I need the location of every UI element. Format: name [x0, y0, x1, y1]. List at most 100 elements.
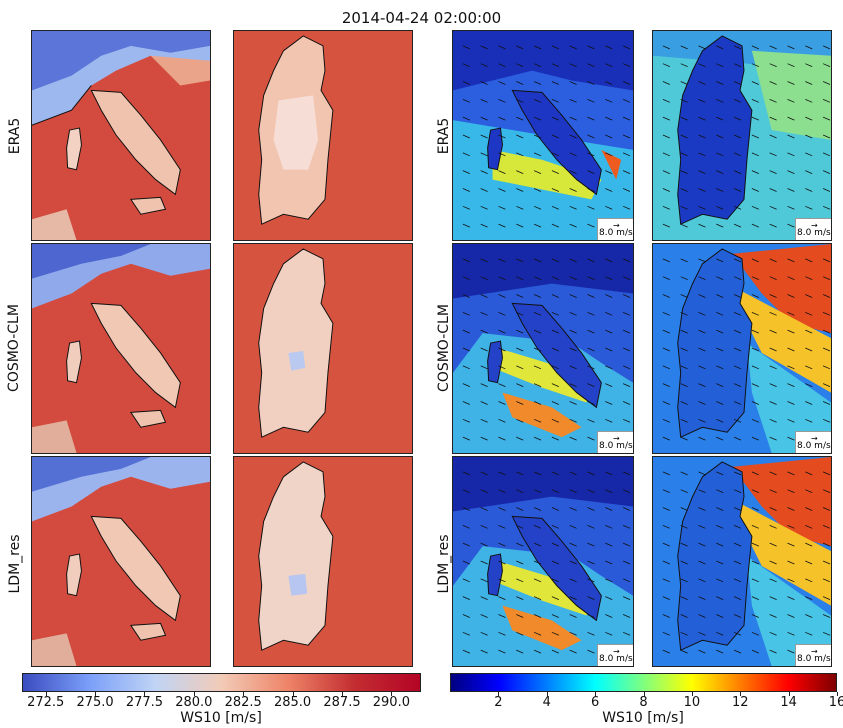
- wind-vector-arrow: [569, 170, 577, 174]
- wind-vector-arrow: [462, 578, 470, 583]
- wind-vector-arrow: [680, 614, 688, 618]
- wind-vector-arrow: [662, 223, 670, 228]
- wind-vector-arrow: [769, 489, 777, 494]
- wind-vector-arrow: [680, 560, 688, 565]
- colorbar-right-tickmark: [546, 692, 548, 696]
- wind-vector-arrow: [733, 542, 742, 547]
- wind-vector-arrow: [787, 542, 795, 547]
- wind-vector-arrow: [569, 347, 577, 352]
- wind-vector-arrow: [787, 347, 795, 352]
- wind-vector-arrow: [769, 365, 777, 370]
- wind-vector-arrow: [587, 649, 595, 654]
- wind-vector-arrow: [605, 63, 613, 68]
- wind-vector-arrow: [769, 116, 777, 121]
- wind-vector-arrow: [769, 596, 777, 600]
- wind-vector-arrow: [480, 170, 488, 174]
- wind-vector-arrow: [498, 560, 506, 565]
- wind-vector-arrow: [751, 45, 759, 50]
- wind-vector-arrow: [498, 45, 506, 50]
- wind-vector-arrow: [698, 170, 706, 174]
- wind-vector-arrow: [769, 614, 777, 618]
- wind-vector-arrow: [498, 223, 506, 228]
- wind-vector-arrow: [551, 524, 559, 529]
- wind-vector-arrow: [698, 205, 706, 210]
- wind-vector-arrow: [587, 436, 595, 441]
- wind-vector-arrow: [622, 134, 631, 139]
- map-temperature-sardinia-era5: [233, 30, 413, 241]
- wind-vector-arrow: [787, 614, 795, 618]
- wind-scale-key: → 8.0 m/s: [795, 644, 831, 666]
- wind-vector-arrow: [822, 418, 831, 423]
- map-wind-sardinia-ldm: → 8.0 m/s: [652, 456, 832, 667]
- wind-vector-arrow: [480, 489, 488, 494]
- wind-vector-arrow: [462, 134, 470, 139]
- wind-vector-arrow: [551, 471, 559, 476]
- wind-vector-arrow: [551, 649, 559, 654]
- colorbar-right-tickmark: [740, 692, 742, 696]
- wind-vector-arrow: [822, 507, 831, 511]
- wind-vector-arrow: [662, 560, 670, 565]
- wind-vector-arrow: [751, 383, 759, 387]
- wind-vector-arrow: [751, 276, 759, 281]
- wind-vector-arrow: [787, 45, 795, 50]
- wind-vector-arrow: [662, 489, 670, 494]
- wind-vector-arrow: [698, 631, 706, 636]
- colorbar-left-tickmark: [95, 692, 97, 696]
- wind-vector-arrow: [751, 347, 759, 352]
- wind-vector-arrow: [569, 614, 577, 618]
- wind-vector-arrow: [662, 542, 670, 547]
- wind-vector-arrow: [462, 205, 470, 210]
- wind-vector-arrow: [716, 276, 724, 281]
- colorbar-right-tickmark: [788, 692, 790, 696]
- wind-vector-arrow: [462, 489, 470, 494]
- wind-vector-arrow: [805, 578, 813, 583]
- wind-vector-arrow: [805, 98, 813, 103]
- wind-vector-arrow: [587, 294, 595, 298]
- wind-vector-arrow: [769, 98, 777, 103]
- wind-vector-arrow: [533, 542, 542, 547]
- wind-vector-arrow: [733, 383, 742, 387]
- wind-vector-arrow: [605, 311, 613, 316]
- wind-vector-arrow: [498, 365, 506, 370]
- wind-vector-arrow: [680, 45, 688, 50]
- wind-vector-arrow: [805, 116, 813, 121]
- wind-vector-arrow: [480, 205, 488, 210]
- wind-vector-arrow: [769, 507, 777, 511]
- wind-vector-arrow: [622, 560, 631, 565]
- colorbar-right-tick-label: 12: [731, 695, 749, 710]
- wind-vector-arrow: [733, 116, 742, 121]
- wind-vector-arrow: [680, 649, 688, 654]
- wind-vector-arrow: [716, 294, 724, 298]
- wind-vector-arrow: [787, 152, 795, 157]
- colorbar-right-label: WS10 [m/s]: [602, 710, 684, 726]
- wind-vector-arrow: [680, 471, 688, 476]
- colorbar-right-tickmark: [837, 692, 838, 696]
- wind-vector-arrow: [551, 436, 559, 441]
- wind-vector-arrow: [787, 507, 795, 511]
- wind-vector-arrow: [480, 631, 488, 636]
- wind-vector-arrow: [805, 188, 813, 192]
- colorbar-right: [450, 673, 837, 692]
- wind-vector-arrow: [533, 436, 542, 441]
- wind-vector-arrow: [751, 542, 759, 547]
- wind-vector-arrow: [516, 63, 524, 68]
- wind-vector-arrow: [551, 578, 559, 583]
- wind-vector-arrow: [698, 63, 706, 68]
- wind-vector-arrow: [822, 276, 831, 281]
- wind-vector-arrow: [533, 45, 542, 50]
- colorbar-left-tick-label: 275.0: [76, 695, 114, 710]
- wind-vector-arrow: [605, 489, 613, 494]
- wind-vector-arrow: [569, 418, 577, 423]
- wind-vector-arrow: [533, 401, 542, 405]
- wind-vector-arrow: [733, 223, 742, 228]
- wind-vector-arrow: [805, 347, 813, 352]
- wind-vector-arrow: [605, 507, 613, 511]
- wind-vector-arrow: [769, 542, 777, 547]
- wind-vector-arrow: [516, 116, 524, 121]
- wind-vector-arrow: [680, 347, 688, 352]
- wind-vector-arrow: [498, 524, 506, 529]
- wind-vector-arrow: [462, 116, 470, 121]
- wind-vector-arrow: [662, 134, 670, 139]
- wind-vector-arrow: [551, 418, 559, 423]
- wind-vector-arrow: [680, 81, 688, 85]
